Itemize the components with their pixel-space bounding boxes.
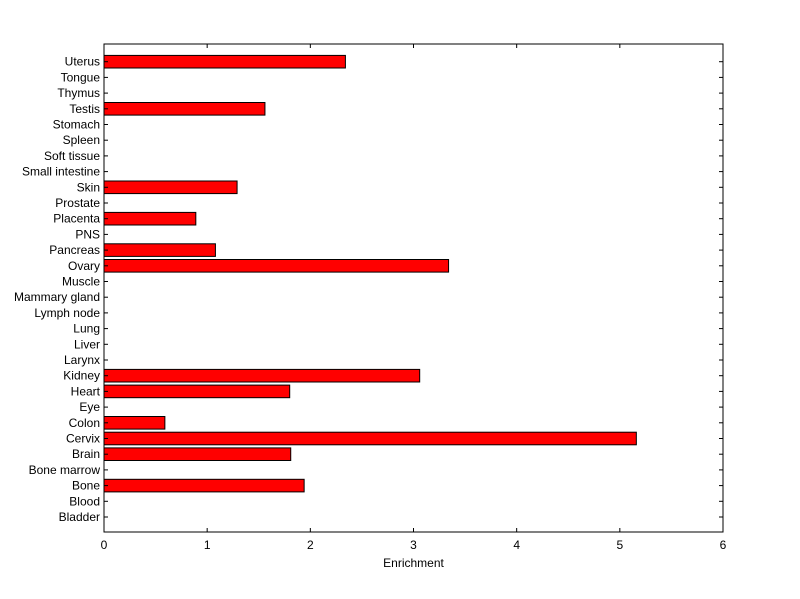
- y-tick-label: Prostate: [55, 196, 100, 210]
- y-tick-label: Liver: [74, 337, 100, 351]
- bar-cervix: [103, 431, 637, 446]
- x-tick-label: 4: [513, 538, 520, 552]
- x-axis-label: Enrichment: [383, 556, 444, 570]
- bar-ovary: [103, 259, 450, 273]
- y-tick-label: PNS: [75, 227, 100, 241]
- bar-placenta: [103, 211, 197, 226]
- y-tick-label: Soft tissue: [44, 149, 100, 163]
- y-tick-label: Bladder: [59, 510, 100, 524]
- y-tick-label: Heart: [71, 384, 101, 398]
- x-tick-label: 5: [616, 538, 623, 552]
- bar-testis: [103, 102, 266, 116]
- bar-pancreas: [103, 243, 216, 257]
- bar-kidney: [103, 368, 421, 383]
- bars-group: [103, 54, 637, 493]
- y-tick-label: Mammary gland: [14, 290, 100, 304]
- y-tick-label: Kidney: [63, 369, 100, 383]
- bar-uterus: [103, 54, 346, 69]
- x-tick-label: 6: [720, 538, 727, 552]
- bar-bone: [103, 478, 305, 493]
- y-tick-label: Muscle: [62, 275, 100, 289]
- y-tick-label: Testis: [69, 102, 100, 116]
- y-tick-label: Spleen: [63, 133, 100, 147]
- y-tick-label: Brain: [72, 447, 100, 461]
- bar-heart: [103, 384, 291, 399]
- y-tick-label: Lymph node: [34, 306, 100, 320]
- x-ticks-group: 0 1 2 3 4 5 6: [101, 44, 727, 552]
- y-tick-label: Ovary: [68, 259, 100, 273]
- y-tick-label: Skin: [77, 180, 100, 194]
- y-tick-label: Bone: [72, 479, 100, 493]
- x-tick-label: 0: [101, 538, 108, 552]
- y-tick-label: Small intestine: [22, 165, 100, 179]
- y-tick-label: Eye: [79, 400, 100, 414]
- y-tick-label: Cervix: [66, 432, 100, 446]
- bar-colon: [103, 416, 166, 430]
- y-tick-label: Lung: [73, 322, 100, 336]
- y-tick-label: Placenta: [53, 212, 100, 226]
- y-tick-label: Colon: [69, 416, 100, 430]
- y-tick-label: Uterus: [65, 55, 100, 69]
- y-tick-label: Stomach: [53, 118, 100, 132]
- y-tick-label: Thymus: [57, 86, 100, 100]
- x-tick-label: 2: [307, 538, 314, 552]
- y-tick-label: Larynx: [64, 353, 100, 367]
- bar-brain: [103, 447, 292, 461]
- x-tick-label: 1: [204, 538, 211, 552]
- bar-skin: [103, 180, 238, 195]
- x-tick-label: 3: [410, 538, 417, 552]
- y-tick-label: Pancreas: [49, 243, 100, 257]
- y-tick-label: Blood: [69, 494, 100, 508]
- y-tick-label: Bone marrow: [29, 463, 101, 477]
- y-tick-label: Tongue: [61, 70, 101, 84]
